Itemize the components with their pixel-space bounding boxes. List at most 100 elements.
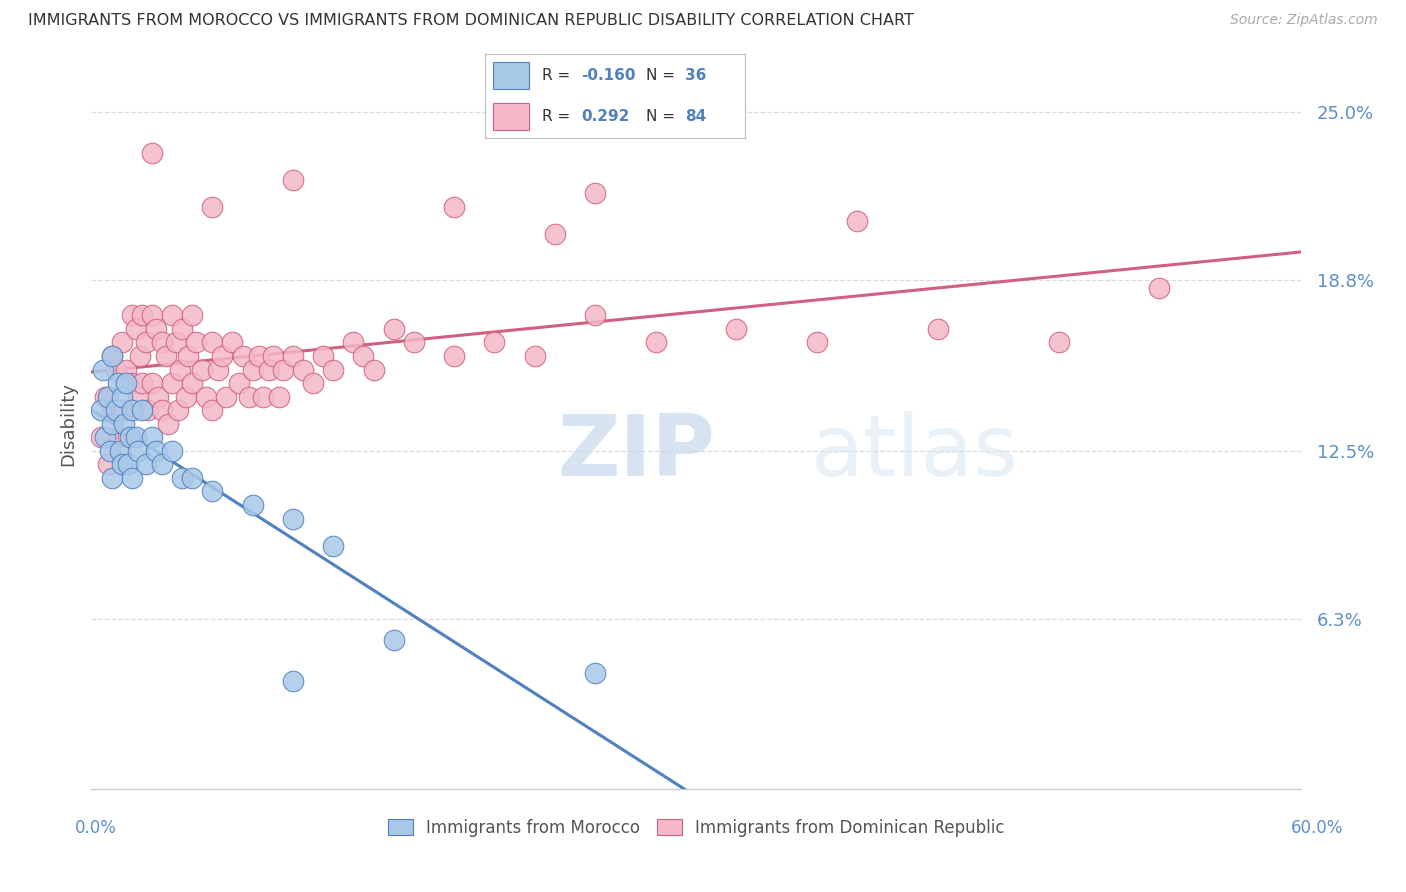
- Point: [145, 443, 167, 458]
- Point: [382, 633, 405, 648]
- Point: [484, 335, 506, 350]
- Point: [322, 539, 344, 553]
- Point: [107, 376, 129, 390]
- Point: [191, 362, 214, 376]
- Y-axis label: Disability: Disability: [59, 382, 77, 466]
- Point: [257, 362, 280, 376]
- Text: 36: 36: [685, 68, 707, 83]
- Point: [125, 430, 148, 444]
- Point: [281, 349, 304, 363]
- Point: [181, 471, 204, 485]
- Point: [725, 322, 748, 336]
- Text: N =: N =: [647, 68, 681, 83]
- Point: [117, 430, 139, 444]
- Point: [100, 417, 122, 431]
- Point: [100, 403, 122, 417]
- Point: [181, 309, 204, 323]
- Point: [201, 200, 224, 214]
- Point: [201, 403, 224, 417]
- Point: [114, 362, 136, 376]
- Point: [583, 665, 606, 680]
- Point: [125, 322, 148, 336]
- Point: [186, 335, 208, 350]
- Point: [201, 484, 224, 499]
- Point: [156, 417, 179, 431]
- Text: IMMIGRANTS FROM MOROCCO VS IMMIGRANTS FROM DOMINICAN REPUBLIC DISABILITY CORRELA: IMMIGRANTS FROM MOROCCO VS IMMIGRANTS FR…: [28, 13, 914, 29]
- Point: [167, 403, 190, 417]
- Point: [128, 349, 150, 363]
- Point: [382, 322, 405, 336]
- Point: [135, 335, 157, 350]
- Point: [443, 200, 465, 214]
- Point: [1047, 335, 1070, 350]
- Point: [1149, 281, 1171, 295]
- Point: [174, 390, 197, 404]
- Point: [281, 674, 304, 689]
- Text: ZIP: ZIP: [557, 411, 714, 494]
- Point: [131, 309, 153, 323]
- Point: [172, 322, 194, 336]
- Point: [121, 403, 143, 417]
- Point: [242, 498, 264, 512]
- Point: [402, 335, 425, 350]
- Point: [94, 390, 117, 404]
- Point: [207, 362, 229, 376]
- Point: [155, 349, 177, 363]
- Point: [121, 309, 143, 323]
- Point: [100, 349, 122, 363]
- Point: [121, 376, 143, 390]
- Text: 0.0%: 0.0%: [75, 819, 117, 837]
- Point: [281, 173, 304, 187]
- Point: [181, 376, 204, 390]
- Point: [121, 471, 143, 485]
- Point: [302, 376, 325, 390]
- Point: [342, 335, 364, 350]
- Point: [104, 403, 127, 417]
- Point: [252, 390, 274, 404]
- Point: [927, 322, 949, 336]
- Point: [583, 309, 606, 323]
- Point: [96, 458, 118, 472]
- Point: [112, 417, 135, 431]
- Point: [117, 458, 139, 472]
- Point: [100, 471, 122, 485]
- Point: [90, 403, 112, 417]
- Point: [242, 362, 264, 376]
- Point: [111, 458, 132, 472]
- Point: [150, 458, 173, 472]
- Point: [104, 362, 127, 376]
- Text: 0.292: 0.292: [581, 109, 630, 124]
- Point: [141, 430, 163, 444]
- Point: [523, 349, 546, 363]
- Point: [267, 390, 290, 404]
- Point: [118, 430, 141, 444]
- Point: [108, 443, 131, 458]
- Point: [94, 430, 117, 444]
- Legend: Immigrants from Morocco, Immigrants from Dominican Republic: Immigrants from Morocco, Immigrants from…: [381, 812, 1011, 843]
- Point: [141, 145, 163, 160]
- Point: [98, 443, 121, 458]
- Point: [583, 186, 606, 201]
- Point: [136, 403, 159, 417]
- Point: [211, 349, 233, 363]
- Point: [201, 335, 224, 350]
- Point: [160, 376, 183, 390]
- Point: [96, 390, 118, 404]
- Point: [215, 390, 238, 404]
- Point: [363, 362, 385, 376]
- Point: [352, 349, 374, 363]
- Point: [271, 362, 294, 376]
- Point: [228, 376, 250, 390]
- Point: [238, 390, 260, 404]
- Point: [177, 349, 200, 363]
- Point: [443, 349, 465, 363]
- Point: [145, 322, 167, 336]
- Point: [846, 213, 869, 227]
- Point: [114, 376, 136, 390]
- Point: [231, 349, 253, 363]
- Point: [150, 403, 173, 417]
- Point: [292, 362, 315, 376]
- Point: [146, 390, 169, 404]
- Text: -0.160: -0.160: [581, 68, 636, 83]
- Point: [150, 335, 173, 350]
